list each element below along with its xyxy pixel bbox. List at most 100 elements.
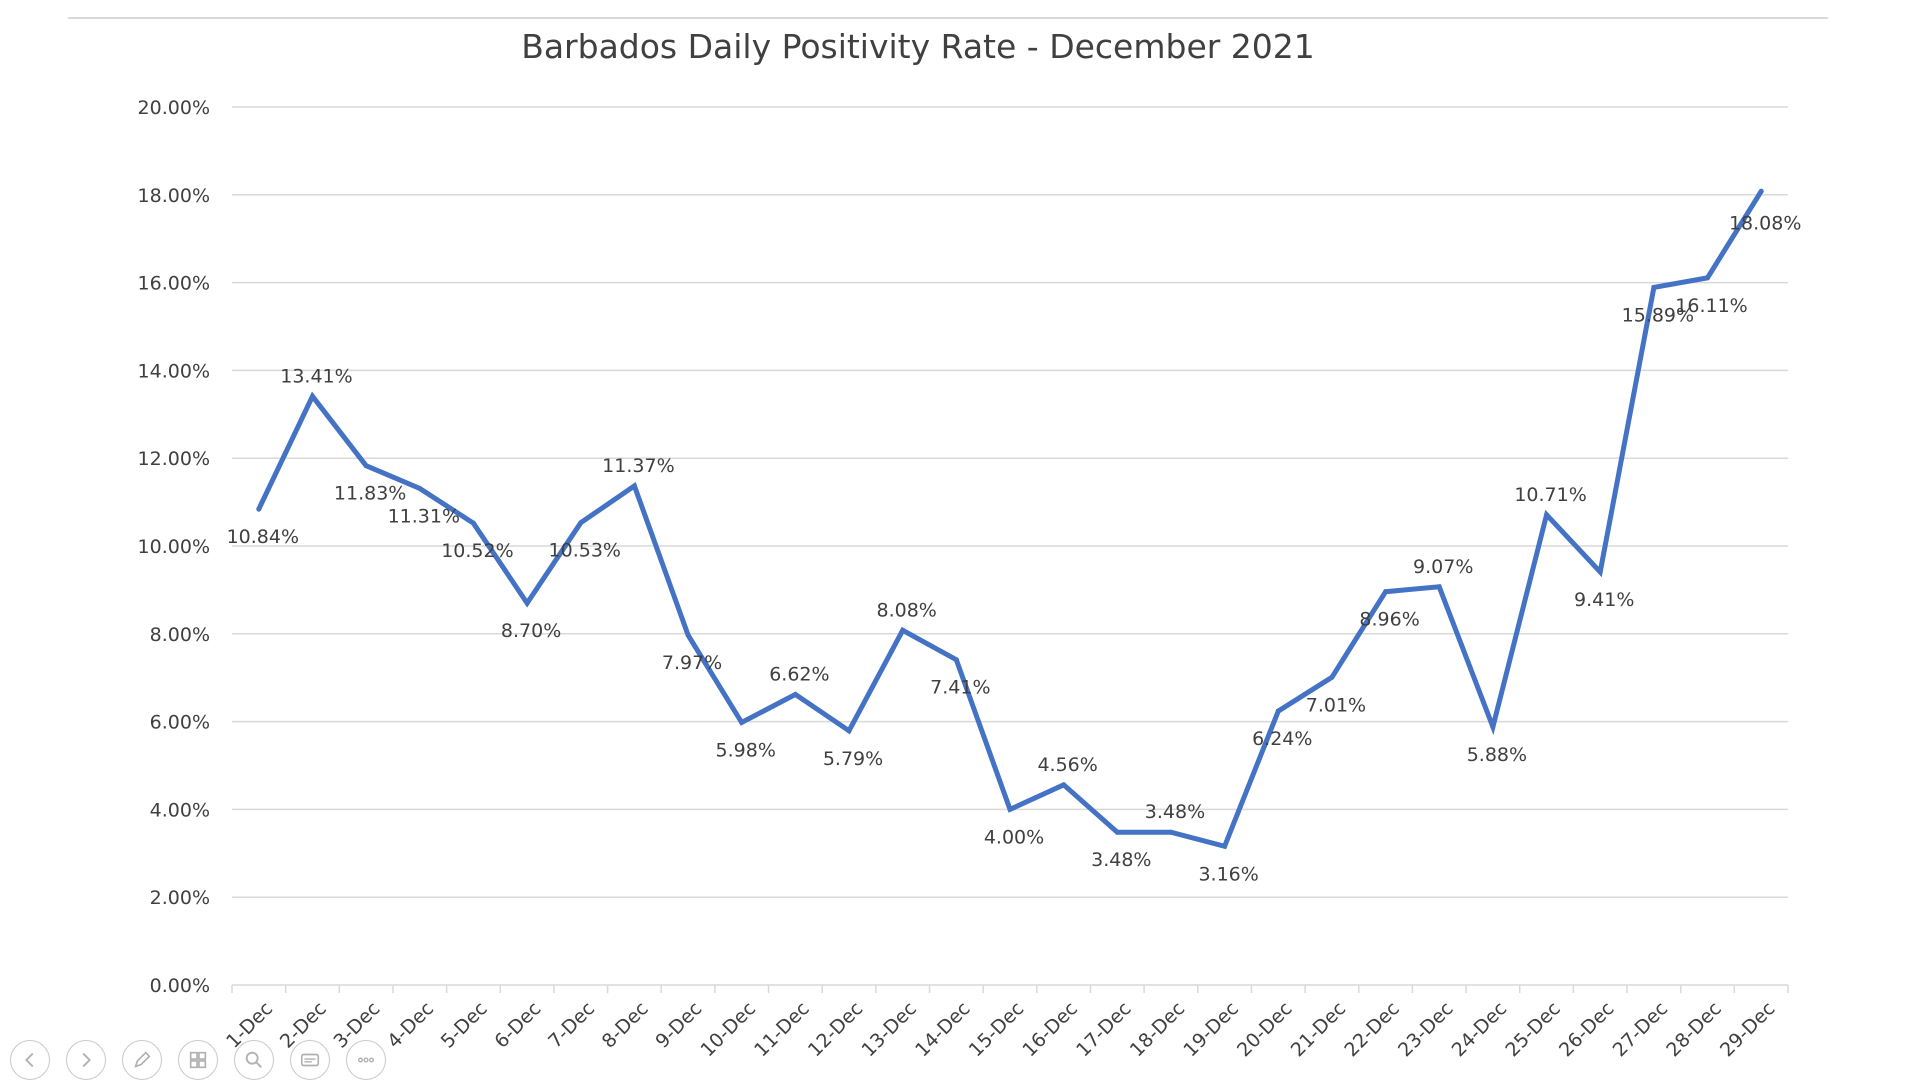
data-point: [1007, 806, 1013, 812]
zoom-button[interactable]: [234, 1040, 274, 1080]
x-tick-label: 12-Dec: [804, 998, 868, 1062]
previous-slide-button[interactable]: [10, 1040, 50, 1080]
data-point: [524, 600, 530, 606]
series-line-positivity-rate: [256, 188, 1764, 850]
magnifier-icon: [245, 1051, 262, 1068]
data-label: 4.56%: [1037, 754, 1097, 776]
data-point: [900, 627, 906, 633]
x-tick-label: 13-Dec: [857, 998, 921, 1062]
pen-icon: [134, 1051, 151, 1068]
y-tick-label: 12.00%: [138, 448, 210, 470]
data-label: 5.98%: [716, 739, 776, 761]
data-label: 4.00%: [984, 826, 1044, 848]
pen-tool-button[interactable]: [122, 1040, 162, 1080]
data-point: [792, 691, 798, 697]
arrow-left-icon: [25, 1052, 34, 1068]
ellipsis-icon: [357, 1057, 375, 1063]
data-point: [846, 728, 852, 734]
data-label: 11.83%: [334, 483, 406, 505]
y-tick-label: 14.00%: [138, 360, 210, 382]
data-label: 8.70%: [501, 620, 561, 642]
slides-grid-button[interactable]: [178, 1040, 218, 1080]
x-axis: [231, 984, 1789, 993]
y-tick-label: 4.00%: [150, 799, 210, 821]
data-label: 8.08%: [877, 599, 937, 621]
data-point: [1168, 829, 1174, 835]
data-label: 13.41%: [280, 365, 352, 387]
x-tick-label: 18-Dec: [1126, 998, 1190, 1062]
data-point: [1061, 782, 1067, 788]
x-tick-label: 23-Dec: [1394, 998, 1458, 1062]
x-tick-label: 24-Dec: [1448, 998, 1512, 1062]
y-tick-label: 16.00%: [138, 273, 210, 295]
data-label: 15.89%: [1622, 304, 1694, 326]
data-label: 3.48%: [1091, 849, 1151, 871]
data-point: [363, 463, 369, 469]
data-point: [417, 485, 423, 491]
y-tick-label: 6.00%: [150, 712, 210, 734]
more-options-button[interactable]: [346, 1040, 386, 1080]
x-tick-label: 7-Dec: [544, 998, 599, 1053]
x-tick-label: 26-Dec: [1555, 998, 1619, 1062]
x-tick-label: 14-Dec: [911, 998, 975, 1062]
data-point: [1114, 829, 1120, 835]
data-label: 11.31%: [388, 505, 460, 527]
data-point: [1383, 589, 1389, 595]
data-point: [1329, 674, 1335, 680]
data-label: 9.07%: [1413, 556, 1473, 578]
data-point: [953, 657, 959, 663]
x-tick-label: 4-Dec: [383, 998, 438, 1053]
data-label: 9.41%: [1574, 589, 1634, 611]
data-label: 6.62%: [769, 663, 829, 685]
x-axis-tick-labels: 1-Dec2-Dec3-Dec4-Dec5-Dec6-Dec7-Dec8-Dec…: [222, 998, 1779, 1062]
series-line-group: [256, 188, 1764, 850]
data-point: [1222, 843, 1228, 849]
data-point: [1705, 275, 1711, 281]
subtitles-button[interactable]: [290, 1040, 330, 1080]
x-tick-label: 5-Dec: [437, 998, 492, 1053]
grid-icon: [189, 1051, 207, 1069]
data-point: [309, 393, 315, 399]
x-tick-label: 28-Dec: [1662, 998, 1726, 1062]
x-tick-label: 20-Dec: [1233, 998, 1297, 1062]
data-point: [1490, 724, 1496, 730]
data-label: 7.41%: [930, 677, 990, 699]
slideshow-toolbar: [10, 1040, 386, 1080]
data-label: 5.79%: [823, 748, 883, 770]
data-label: 7.97%: [662, 652, 722, 674]
data-label: 3.48%: [1145, 801, 1205, 823]
y-tick-label: 18.00%: [138, 185, 210, 207]
data-point: [1275, 708, 1281, 714]
data-point: [1651, 284, 1657, 290]
y-tick-label: 2.00%: [150, 887, 210, 909]
data-point: [256, 506, 262, 512]
x-tick-label: 16-Dec: [1018, 998, 1082, 1062]
x-tick-label: 27-Dec: [1609, 998, 1673, 1062]
data-labels: 10.84% 13.41% 11.83%11.31% 10.52% 8.70% 10.53…: [227, 212, 1802, 885]
data-label: 6.24%: [1252, 728, 1312, 750]
y-tick-label: 20.00%: [138, 97, 210, 119]
x-tick-label: 19-Dec: [1179, 998, 1243, 1062]
y-tick-label: 10.00%: [138, 536, 210, 558]
x-tick-label: 21-Dec: [1287, 998, 1351, 1062]
data-label: 16.11%: [1675, 295, 1747, 317]
next-slide-button[interactable]: [66, 1040, 106, 1080]
data-point: [685, 632, 691, 638]
data-point: [739, 719, 745, 725]
data-point: [470, 520, 476, 526]
x-tick-label: 22-Dec: [1340, 998, 1404, 1062]
data-label: 8.96%: [1359, 609, 1419, 631]
x-tick-label: 25-Dec: [1501, 998, 1565, 1062]
data-point: [578, 520, 584, 526]
data-label: 5.88%: [1467, 744, 1527, 766]
data-label: 18.08%: [1729, 212, 1801, 234]
chart-title: Barbados Daily Positivity Rate - Decembe…: [521, 27, 1315, 66]
data-label: 11.37%: [602, 455, 674, 477]
data-point: [1597, 569, 1603, 575]
x-tick-label: 11-Dec: [750, 998, 814, 1062]
x-tick-label: 8-Dec: [598, 998, 653, 1053]
data-label: 10.53%: [549, 540, 621, 562]
y-tick-label: 0.00%: [150, 975, 210, 997]
data-point: [1758, 188, 1764, 194]
